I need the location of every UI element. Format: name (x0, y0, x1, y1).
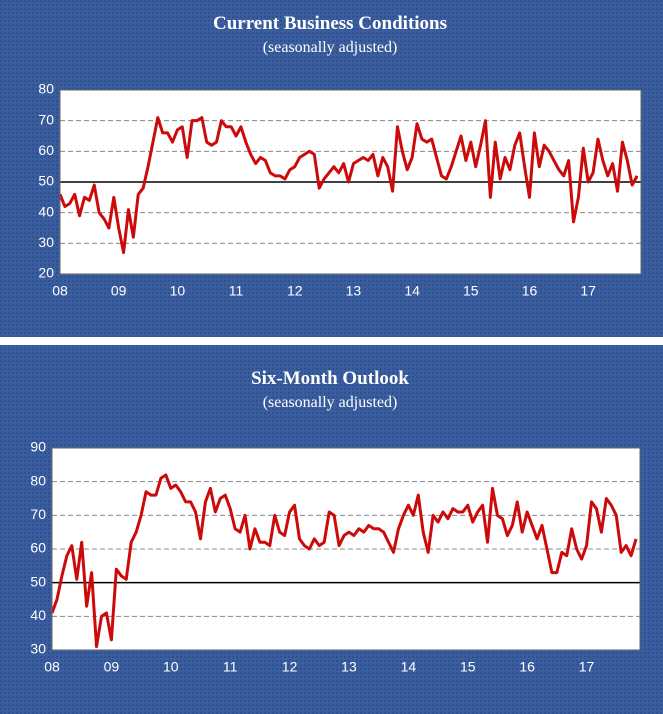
y-tick-label: 30 (38, 234, 54, 250)
x-tick-label: 10 (170, 283, 186, 299)
x-tick-label: 13 (346, 283, 362, 299)
plot-border (51, 447, 641, 651)
x-tick-label: 10 (163, 659, 179, 675)
x-tick-label: 08 (44, 659, 60, 675)
y-tick-label: 20 (38, 265, 54, 281)
x-tick-label: 12 (287, 283, 303, 299)
x-tick-label: 17 (579, 659, 595, 675)
x-tick-label: 14 (401, 659, 417, 675)
y-tick-label: 40 (38, 203, 54, 219)
y-tick-label: 90 (30, 439, 46, 455)
x-tick-label: 11 (223, 659, 238, 675)
y-tick-label: 60 (30, 540, 46, 556)
y-tick-label: 70 (30, 506, 46, 522)
y-tick-label: 80 (38, 81, 54, 97)
x-tick-label: 09 (111, 283, 127, 299)
chart-subtitle: (seasonally adjusted) (263, 394, 398, 411)
chart-title: Current Business Conditions (213, 13, 447, 34)
x-tick-label: 15 (463, 283, 479, 299)
x-tick-label: 08 (52, 283, 68, 299)
chart-title: Six-Month Outlook (251, 368, 409, 389)
x-tick-label: 13 (341, 659, 357, 675)
y-tick-label: 60 (38, 142, 54, 158)
y-tick-label: 80 (30, 472, 46, 488)
x-tick-label: 15 (460, 659, 476, 675)
x-tick-label: 09 (104, 659, 120, 675)
y-tick-label: 50 (38, 173, 54, 189)
y-tick-label: 40 (30, 607, 46, 623)
x-tick-label: 12 (282, 659, 298, 675)
y-tick-label: 70 (38, 111, 54, 127)
x-tick-label: 16 (519, 659, 535, 675)
x-tick-label: 11 (229, 283, 244, 299)
y-tick-label: 50 (30, 573, 46, 589)
chart-subtitle: (seasonally adjusted) (263, 39, 398, 56)
data-line (50, 473, 638, 649)
plot-border (59, 89, 642, 275)
data-line (58, 116, 639, 255)
x-tick-label: 16 (522, 283, 538, 299)
x-tick-label: 14 (404, 283, 420, 299)
x-tick-label: 17 (580, 283, 596, 299)
y-tick-label: 30 (30, 641, 46, 657)
